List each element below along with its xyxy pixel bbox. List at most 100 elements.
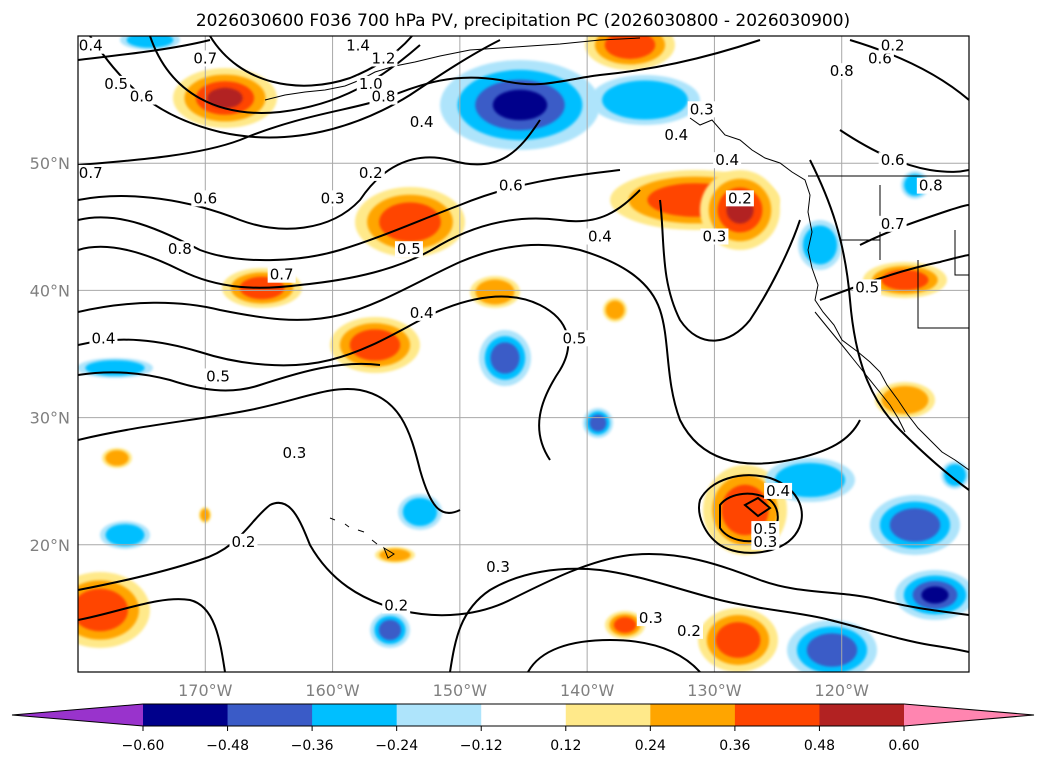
precip-blob: [105, 450, 129, 466]
contour-label-bg: [280, 444, 309, 461]
contour-label-bg: [700, 228, 729, 245]
colorbar-bin: [734, 704, 820, 726]
colorbar-level-label: 0.48: [804, 738, 835, 754]
precip-blob: [379, 548, 411, 562]
alaska-coastline: [264, 37, 641, 101]
contour-label-bg: [89, 330, 118, 347]
precip-blob: [604, 36, 656, 59]
colorbar-level-label: 0.24: [635, 738, 666, 754]
contour-label: 0.2: [881, 37, 905, 55]
contour-label-bg: [751, 521, 780, 538]
y-tick-label: 40°N: [30, 281, 70, 300]
contour-label: 0.4: [766, 482, 790, 500]
contour-label: 1.2: [372, 49, 396, 67]
contour-label-bg: [674, 622, 703, 639]
y-tick-label: 50°N: [30, 154, 70, 173]
contour-label: 0.3: [690, 100, 714, 118]
precip-blob: [379, 202, 441, 242]
contour-label: 0.5: [397, 240, 421, 258]
contour-label-bg: [636, 610, 665, 627]
contour-label-bg: [560, 330, 589, 347]
colorbar-level-label: −0.36: [291, 738, 334, 754]
contour-label: 1.4: [346, 37, 370, 55]
contour-label: 0.2: [232, 533, 256, 551]
colorbar-level-label: −0.60: [122, 738, 165, 754]
colorbar-bin: [396, 704, 482, 726]
contour-label: 1.0: [359, 75, 383, 93]
contour-label-bg: [407, 114, 436, 131]
contour-label: 0.7: [270, 266, 294, 284]
contour-label-bg: [764, 482, 793, 499]
contour-label: 0.2: [728, 189, 752, 207]
contour-label-bg: [713, 152, 742, 169]
precip-blob: [402, 497, 438, 527]
contour-label: 0.3: [321, 189, 345, 207]
colorbar-bin: [143, 704, 229, 726]
contour-label: 0.4: [410, 304, 434, 322]
colorbar-level-label: 0.12: [550, 738, 581, 754]
contour-label-bg: [318, 190, 347, 207]
contour-label: 0.7: [193, 49, 217, 67]
contour-label-bg: [369, 88, 398, 105]
contour-label-bg: [878, 152, 907, 169]
precip-blob: [475, 279, 515, 305]
precip-blob: [774, 462, 846, 498]
x-tick-label: 140°W: [560, 681, 615, 700]
chart-title: 2026030600 F036 700 hPa PV, precipitatio…: [196, 11, 850, 31]
contour-label: 0.3: [639, 609, 663, 627]
colorbar-bin: [819, 704, 905, 726]
colorbar-level-label: 0.60: [888, 738, 919, 754]
contour-label: 0.2: [677, 622, 701, 640]
contour-label-bg: [407, 304, 436, 321]
y-tick-label: 20°N: [30, 536, 70, 555]
hawaiian-islands: [329, 517, 395, 559]
precip-blob: [378, 619, 402, 641]
map-frame: [77, 35, 970, 673]
axis-tick-labels: 170°W 160°W 150°W 140°W 130°W 120°W 20°N 30°N 40…: [30, 154, 869, 700]
contour-label: 0.7: [79, 164, 103, 182]
contour-label-bg: [191, 190, 220, 207]
colorbar-level-label: −0.12: [460, 738, 503, 754]
precip-blob: [602, 80, 688, 120]
precipitation-anomaly-fill: [78, 36, 969, 672]
x-tick-label: 120°W: [815, 681, 870, 700]
contour-label-bg: [191, 50, 220, 67]
contour-label: 0.5: [855, 278, 879, 296]
precip-blob: [207, 87, 243, 109]
contour-label: 0.4: [588, 228, 612, 246]
contour-label: 0.5: [753, 520, 777, 538]
contour-label: 0.6: [193, 189, 217, 207]
precip-blob: [490, 342, 520, 374]
contour-label-bg: [662, 126, 691, 143]
contour-label: 0.8: [168, 240, 192, 258]
precip-blob: [589, 414, 607, 432]
contour-label-bg: [585, 228, 614, 245]
contour-label: 0.8: [919, 177, 943, 195]
contour-label-bg: [369, 50, 398, 67]
colorbar-level-label: −0.24: [375, 738, 418, 754]
contour-label-bg: [78, 164, 105, 181]
colorbar-bin: [650, 704, 736, 726]
contour-label-bg: [344, 37, 373, 54]
contour-label: 0.5: [104, 75, 128, 93]
contour-label-bg: [394, 241, 423, 258]
x-tick-label: 160°W: [305, 681, 360, 700]
contour-label-bg: [827, 63, 856, 80]
precip-blob: [881, 269, 929, 291]
precip-blob: [944, 464, 966, 486]
precip-blob: [715, 622, 761, 658]
contour-label-bg: [916, 177, 945, 194]
contour-label-bg: [878, 37, 907, 54]
precip-blob: [105, 524, 145, 546]
contour-label-bg: [102, 75, 131, 92]
contour-label: 0.4: [79, 37, 103, 55]
x-tick-label: 130°W: [687, 681, 742, 700]
precip-blob: [126, 36, 174, 48]
contour-label: 0.6: [881, 151, 905, 169]
colorbar-bin: [227, 704, 313, 726]
contour-label: 0.3: [486, 558, 510, 576]
contour-label-bg: [725, 190, 754, 207]
contour-label: 0.2: [384, 596, 408, 614]
colorbar-level-label: 0.36: [719, 738, 750, 754]
